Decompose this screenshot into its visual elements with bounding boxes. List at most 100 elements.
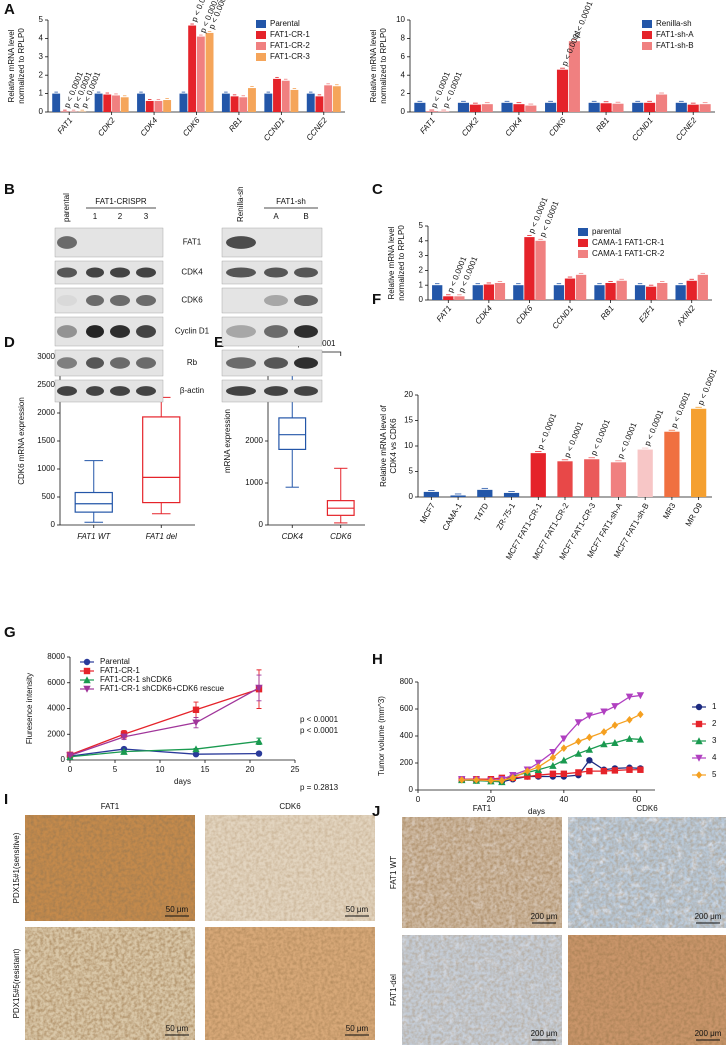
panel-letter: I — [4, 791, 8, 808]
y-tick-label: 8 — [401, 34, 406, 43]
panel-letter: B — [4, 181, 15, 198]
p-value: p < 0.0001 — [572, 0, 595, 39]
y-tick-label: 3000 — [37, 352, 55, 361]
y-tick-label: 2500 — [37, 380, 55, 389]
marker — [549, 762, 557, 769]
x-tick-label: 15 — [201, 765, 210, 774]
x-tick-label: RB1 — [599, 304, 616, 322]
y-tick-label: 5 — [419, 221, 424, 230]
scale-label: 50 μm — [166, 1024, 189, 1033]
p-value: p = 0.2813 — [300, 783, 339, 792]
row-label: PDX15#1(sensitive) — [12, 832, 21, 903]
lane-label: B — [303, 212, 308, 221]
bar — [443, 296, 454, 300]
marker — [192, 706, 200, 713]
legend-swatch — [256, 20, 266, 28]
blot-band — [57, 267, 77, 278]
blot-band — [86, 325, 104, 338]
marker — [524, 773, 531, 780]
x-tick-label: 0 — [68, 765, 73, 774]
blot-band — [226, 325, 256, 338]
row-label: CDK4 — [181, 268, 203, 277]
bar — [120, 97, 129, 112]
y-tick-label: 0 — [409, 492, 414, 501]
x-tick-label: 20 — [486, 795, 495, 804]
bar — [588, 102, 600, 112]
legend-label: 2 — [712, 719, 717, 728]
bar — [163, 100, 172, 112]
y-tick-label: 4 — [401, 70, 406, 79]
blot-band — [110, 386, 130, 396]
marker — [549, 749, 557, 756]
lane-label: 1 — [93, 212, 98, 221]
blot-strip — [54, 379, 164, 403]
y-tick-label: 2 — [39, 70, 44, 79]
bar — [503, 492, 520, 497]
y-tick-label: 0 — [39, 107, 44, 116]
legend-label: FAT1-CR-1 shCDK6 — [100, 675, 172, 684]
bar — [664, 431, 680, 497]
marker — [560, 756, 568, 764]
row-label: FAT1 — [183, 238, 202, 247]
marker — [498, 776, 506, 785]
y-axis-label: Relative mRNA level — [369, 29, 378, 102]
bar — [686, 280, 697, 300]
marker — [524, 767, 531, 775]
y-axis-label: CDK4 vs CDK6 — [389, 418, 398, 474]
y-tick-label: 4 — [39, 34, 44, 43]
line — [69, 688, 260, 756]
x-tick-label: AXIN2 — [674, 303, 697, 328]
y-axis-label: mRNA expression — [223, 409, 232, 473]
y-axis-label: Tumor volume (mm^3) — [377, 696, 386, 776]
group-label: FAT1-CRISPR — [95, 197, 147, 206]
micrograph-texture — [402, 935, 562, 1045]
bar — [469, 104, 481, 112]
marker — [255, 684, 263, 692]
y-axis-label: Relative mRNA level — [387, 226, 396, 299]
marker — [255, 737, 263, 745]
blot-band — [86, 295, 104, 306]
x-tick-label: CDK4 — [503, 115, 524, 138]
p-value: p < 0.0001 — [643, 408, 666, 447]
x-tick-label: RB1 — [594, 116, 611, 134]
blot-band — [264, 357, 288, 369]
legend-label: 4 — [712, 753, 717, 762]
y-tick-label: 2000 — [37, 408, 55, 417]
x-tick-label: CDK6 — [547, 115, 568, 138]
bar — [290, 89, 299, 112]
column-label: CDK6 — [279, 802, 301, 811]
x-tick-label: CCNE2 — [305, 115, 330, 142]
y-axis-label: Fluresence intensity — [25, 673, 34, 744]
micrograph-texture — [205, 815, 375, 921]
panel-letter: E — [214, 334, 224, 351]
x-tick-label: FAT1 del — [146, 532, 177, 541]
x-tick-label: FAT1 — [418, 116, 437, 136]
x-tick-label: T47D — [473, 501, 491, 523]
micrograph-texture — [25, 815, 195, 921]
legend-label: Renilla-sh — [656, 19, 692, 28]
group-label: FAT1-sh — [276, 197, 306, 206]
marker — [574, 719, 583, 727]
blot-band — [110, 357, 130, 369]
bar — [432, 285, 443, 300]
y-tick-label: 2 — [419, 266, 424, 275]
y-tick-label: 8000 — [47, 652, 65, 661]
x-tick-label: 60 — [632, 795, 641, 804]
blot-band — [264, 386, 288, 396]
bar — [196, 36, 205, 113]
bar — [230, 96, 239, 112]
bar — [103, 94, 112, 112]
bar — [645, 286, 657, 300]
bar — [545, 102, 557, 112]
legend-swatch — [578, 250, 588, 258]
marker — [600, 740, 608, 748]
p-value: p < 0.0001 — [669, 390, 692, 429]
marker — [695, 737, 703, 745]
panel-letter: G — [4, 624, 16, 641]
x-tick-label: CCND1 — [551, 304, 576, 331]
p-value: p < 0.0001 — [300, 726, 339, 735]
blot-strip — [54, 287, 164, 314]
bar — [112, 95, 120, 112]
marker — [586, 757, 593, 764]
legend-label: CAMA-1 FAT1-CR-2 — [592, 249, 665, 258]
